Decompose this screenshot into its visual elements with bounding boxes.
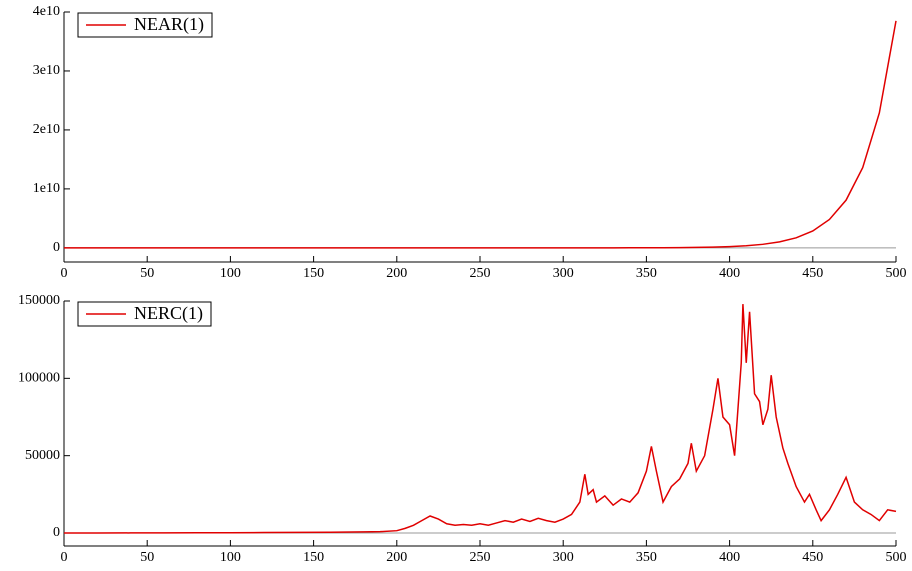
y-tick-label: 0 [53,525,60,540]
series-line [64,304,897,534]
x-tick-label: 250 [470,550,491,565]
x-tick-label: 50 [140,266,154,281]
x-tick-label: 450 [802,550,823,565]
x-tick-label: 150 [303,550,324,565]
x-tick-label: 350 [636,550,657,565]
x-tick-label: 250 [470,266,491,281]
x-tick-label: 100 [220,266,241,281]
legend-label: NERC(1) [134,303,203,324]
x-tick-label: 450 [802,266,823,281]
y-tick-label: 4e10 [33,4,60,19]
series-line [64,20,897,249]
x-tick-label: 0 [61,266,68,281]
y-tick-label: 100000 [18,371,60,386]
x-tick-label: 400 [719,550,740,565]
x-tick-label: 300 [553,550,574,565]
y-tick-label: 150000 [18,293,60,308]
x-tick-label: 50 [140,550,154,565]
legend-label: NEAR(1) [134,14,204,35]
x-tick-label: 100 [220,550,241,565]
x-tick-label: 150 [303,266,324,281]
y-tick-label: 0 [53,240,60,255]
y-tick-label: 1e10 [33,181,60,196]
x-tick-label: 350 [636,266,657,281]
x-tick-label: 0 [61,550,68,565]
x-tick-label: 500 [886,266,907,281]
x-tick-label: 200 [386,550,407,565]
y-tick-label: 2e10 [33,122,60,137]
x-tick-label: 300 [553,266,574,281]
x-tick-label: 500 [886,550,907,565]
y-tick-label: 50000 [25,448,60,463]
x-tick-label: 400 [719,266,740,281]
x-tick-label: 200 [386,266,407,281]
y-tick-label: 3e10 [33,63,60,78]
